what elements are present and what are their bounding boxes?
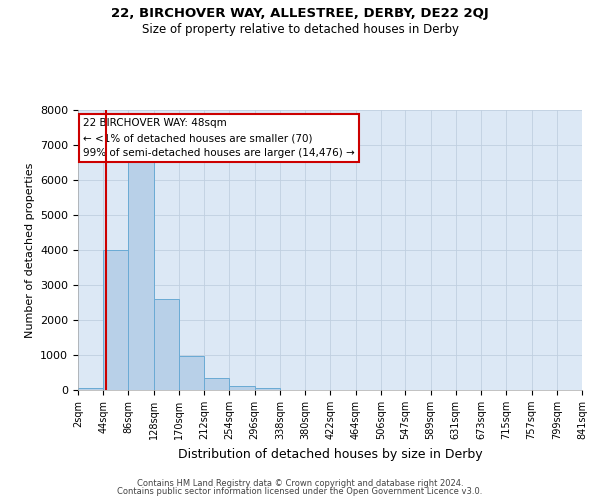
Text: 22, BIRCHOVER WAY, ALLESTREE, DERBY, DE22 2QJ: 22, BIRCHOVER WAY, ALLESTREE, DERBY, DE2… bbox=[111, 8, 489, 20]
Text: Contains public sector information licensed under the Open Government Licence v3: Contains public sector information licen… bbox=[118, 487, 482, 496]
Bar bbox=[103, 250, 128, 390]
Bar bbox=[78, 388, 103, 390]
Y-axis label: Number of detached properties: Number of detached properties bbox=[25, 162, 35, 338]
Bar bbox=[204, 378, 229, 390]
Bar bbox=[179, 356, 204, 390]
Text: Contains HM Land Registry data © Crown copyright and database right 2024.: Contains HM Land Registry data © Crown c… bbox=[137, 478, 463, 488]
Text: 22 BIRCHOVER WAY: 48sqm
← <1% of detached houses are smaller (70)
99% of semi-de: 22 BIRCHOVER WAY: 48sqm ← <1% of detache… bbox=[83, 118, 355, 158]
Bar bbox=[254, 388, 280, 390]
Text: Size of property relative to detached houses in Derby: Size of property relative to detached ho… bbox=[142, 22, 458, 36]
Bar bbox=[154, 299, 179, 390]
X-axis label: Distribution of detached houses by size in Derby: Distribution of detached houses by size … bbox=[178, 448, 482, 460]
Bar bbox=[128, 161, 154, 390]
Bar bbox=[229, 386, 254, 390]
